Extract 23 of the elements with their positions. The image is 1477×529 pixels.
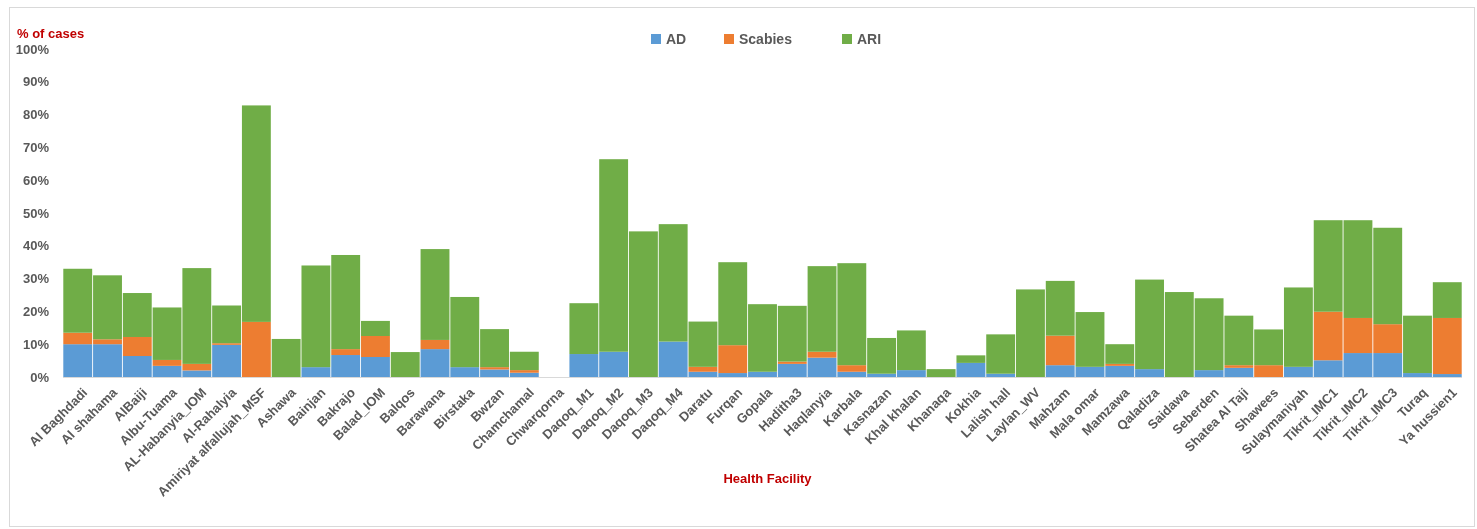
legend-label: Scabies [739, 31, 793, 47]
y-tick-label: 20% [22, 304, 50, 320]
y-tick-label: 30% [22, 271, 50, 287]
y-tick-label: 90% [22, 74, 50, 90]
bar [420, 339, 450, 350]
bar [1045, 335, 1075, 366]
y-tick-label: 80% [22, 107, 50, 123]
y-tick-label: 50% [22, 205, 50, 221]
legend-label: ARI [857, 31, 882, 47]
bar [837, 365, 867, 372]
y-tick-label: 40% [22, 238, 50, 254]
bar [807, 351, 837, 358]
bar [390, 352, 420, 377]
bar [509, 370, 539, 373]
bar [1432, 317, 1462, 375]
y-tick-label: 70% [22, 140, 50, 156]
y-axis-title: % of cases [17, 26, 85, 41]
x-axis-title: Health Facility [723, 471, 813, 486]
y-tick-label: 10% [22, 336, 50, 352]
y-tick-label: 0% [30, 369, 50, 385]
y-tick-label: 100% [15, 41, 50, 57]
legend-label: AD [666, 31, 687, 47]
y-tick-label: 60% [22, 172, 50, 188]
